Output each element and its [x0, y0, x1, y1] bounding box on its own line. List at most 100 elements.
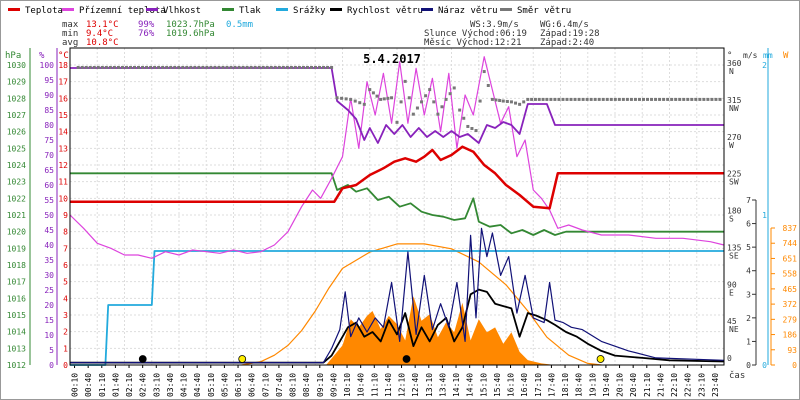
- tick-label-ms: 7: [746, 196, 751, 205]
- tick-label-direction: 270: [727, 133, 742, 142]
- direction-point: [589, 97, 593, 101]
- direction-point: [617, 97, 621, 101]
- direction-point: [581, 97, 585, 101]
- tick-label-ms: 6: [746, 220, 751, 229]
- tick-label-x: 03:40: [166, 373, 175, 397]
- tick-label-pct: 75: [44, 136, 54, 145]
- direction-point: [674, 97, 678, 101]
- legend-label: Náraz větru: [438, 6, 498, 16]
- tick-label-c: 8: [63, 228, 68, 237]
- tick-label-x: 22:10: [670, 373, 679, 397]
- tick-label-c: 1: [63, 344, 68, 353]
- direction-point: [633, 97, 637, 101]
- direction-point: [233, 65, 237, 69]
- legend-label: Teplota: [25, 6, 63, 16]
- direction-point: [482, 70, 486, 74]
- tick-label-c: 15: [58, 111, 68, 120]
- direction-point: [390, 96, 394, 100]
- direction-point: [553, 97, 557, 101]
- stats-avg-temp: 10.8°C: [86, 38, 119, 48]
- direction-point: [501, 99, 505, 103]
- direction-point: [225, 65, 229, 69]
- tick-label-x: 18:40: [575, 373, 584, 397]
- direction-point: [145, 65, 149, 69]
- direction-point: [185, 65, 189, 69]
- stats-max-press: 1023.7hPa: [166, 20, 215, 30]
- direction-point: [706, 97, 710, 101]
- tick-label-pct: 15: [44, 316, 54, 325]
- tick-label-pct: 65: [44, 166, 54, 175]
- direction-point: [301, 65, 305, 69]
- direction-point: [522, 100, 526, 104]
- direction-point: [509, 100, 513, 104]
- tick-label-ms: 3: [746, 290, 751, 299]
- astro-markers: [138, 355, 605, 363]
- direction-point: [84, 65, 88, 69]
- direction-point: [362, 102, 366, 106]
- tick-label-direction: 90: [727, 280, 737, 289]
- tick-label-x: 04:40: [193, 373, 202, 397]
- direction-point: [257, 65, 261, 69]
- direction-point: [217, 65, 221, 69]
- direction-point: [526, 97, 530, 101]
- tick-label-x: 15:40: [493, 373, 502, 397]
- series-layer: [69, 56, 725, 366]
- stats-min-hum: 76%: [138, 29, 155, 39]
- tick-label-x: 02:10: [125, 373, 134, 397]
- direction-point: [92, 65, 96, 69]
- axis-unit-pct: %: [39, 51, 45, 61]
- tick-label-hpa: 1025: [7, 144, 26, 153]
- stats-min-label: min: [62, 29, 78, 39]
- tick-label-mm: 2: [762, 61, 767, 70]
- line-swatch-icon: [146, 8, 158, 11]
- legend-label: Vlhkost: [163, 6, 201, 16]
- direction-point: [714, 97, 718, 101]
- tick-label-x: 14:40: [466, 373, 475, 397]
- line-swatch-icon: [421, 8, 433, 11]
- direction-point: [293, 65, 297, 69]
- tick-label-x: 03:10: [152, 373, 161, 397]
- direction-point: [326, 65, 330, 69]
- direction-point: [281, 65, 285, 69]
- legend-label: Rychlost větru: [347, 6, 423, 16]
- direction-point: [452, 86, 456, 90]
- tick-label-c: 2: [63, 328, 68, 337]
- direction-point: [399, 100, 403, 104]
- direction-point: [428, 88, 432, 92]
- tick-label-x: 09:40: [329, 373, 338, 397]
- tick-label-c: 14: [58, 128, 68, 137]
- direction-point: [411, 112, 415, 116]
- direction-point: [629, 97, 633, 101]
- direction-point: [718, 97, 722, 101]
- direction-point: [141, 65, 145, 69]
- tick-label-hpa: 1019: [7, 244, 26, 253]
- direction-point: [646, 97, 650, 101]
- axes: 1012101310141015101610171018101910201021…: [7, 48, 797, 397]
- direction-point: [557, 97, 561, 101]
- series-slunce-area: [70, 296, 724, 365]
- tick-label-x: 10:10: [343, 373, 352, 397]
- direction-point: [609, 97, 613, 101]
- direction-point: [205, 65, 209, 69]
- tick-label-hpa: 1017: [7, 278, 26, 287]
- series-smer-vetru: [76, 65, 722, 133]
- tick-label-ms: 5: [746, 243, 751, 252]
- tick-label-hpa: 1018: [7, 261, 26, 270]
- tick-label-x: 00:10: [71, 373, 80, 397]
- tick-label-x: 13:10: [425, 373, 434, 397]
- tick-label-w: 372: [783, 300, 798, 309]
- direction-point: [395, 120, 399, 124]
- line-swatch-icon: [330, 8, 342, 11]
- direction-point: [486, 83, 490, 87]
- tick-label-x: 05:40: [220, 373, 229, 397]
- direction-point: [641, 97, 645, 101]
- tick-label-x: 11:10: [370, 373, 379, 397]
- direction-point: [344, 97, 348, 101]
- direction-point: [621, 97, 625, 101]
- tick-label-direction: 315: [727, 96, 742, 105]
- tick-label-direction: 360: [727, 59, 742, 68]
- direction-point: [137, 65, 141, 69]
- line-swatch-icon: [62, 8, 74, 11]
- direction-point: [112, 65, 116, 69]
- direction-point: [173, 65, 177, 69]
